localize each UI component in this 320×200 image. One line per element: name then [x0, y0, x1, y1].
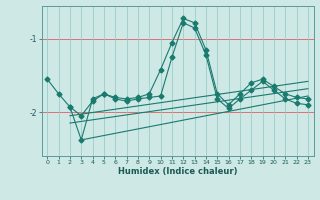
X-axis label: Humidex (Indice chaleur): Humidex (Indice chaleur) — [118, 167, 237, 176]
